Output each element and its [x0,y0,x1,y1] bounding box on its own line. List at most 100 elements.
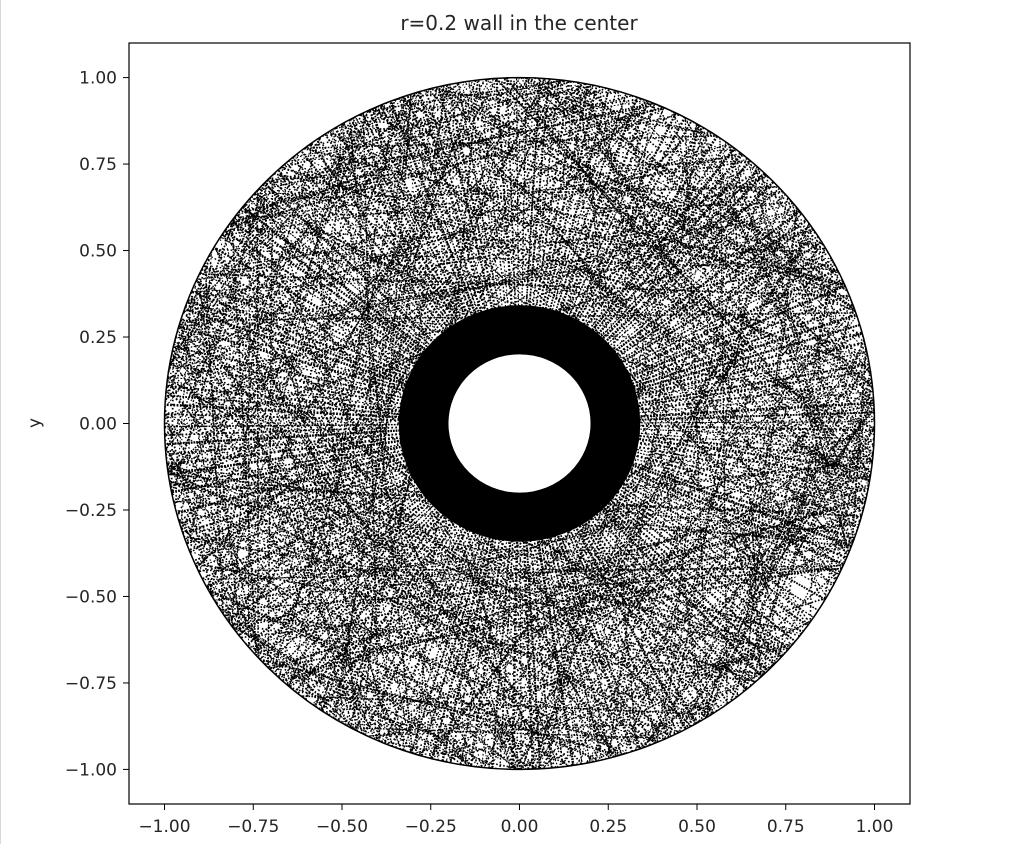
trajectory-dot-line [643,404,875,748]
trajectory-spoke [206,455,458,589]
trajectory-dot-line [171,102,388,356]
trajectory-spoke [279,474,473,680]
trajectory-dot-line [235,84,592,633]
trajectory-dot-line [178,143,729,326]
trajectory-dot-line [233,81,468,630]
trajectory-dot-line [234,216,358,732]
trajectory-dot-line [167,82,585,474]
y-axis-ticks: 1.00 0.75 0.50 0.25 0.00 −0.25 −0.50 −0.75 −1.00 [65,69,129,780]
trajectory-spoke [309,143,479,369]
trajectory-spoke [277,169,472,374]
trajectory-dot-line [396,98,791,201]
trajectory-dot-line [205,585,356,731]
trajectory-dot-line [440,85,838,580]
trajectory-dot-line [294,155,483,768]
y-tick-label: −0.50 [65,587,117,607]
trajectory-dot-line [245,643,476,768]
trajectory-dot-line [167,250,213,373]
trajectory-points [163,76,876,771]
y-tick-label: 0.75 [79,155,117,175]
outer-circle-layer [163,76,876,771]
trajectory-spoke [201,453,457,580]
trajectory-dot-line [231,219,667,740]
trajectory-dot-line [372,506,865,740]
trajectory-dot-line [224,230,517,770]
trajectory-dot-line [398,97,864,337]
trajectory-dot-line [207,257,480,768]
trajectory-spoke [578,460,819,612]
trajectory-dot-line [671,110,873,463]
trajectory-dot-line [702,307,855,720]
trajectory-dot-line [273,672,651,746]
trajectory-dot-line [503,77,873,388]
trajectory-dot-line [513,303,854,770]
trajectory-spoke [468,81,510,356]
trajectory-spoke [585,293,850,399]
trajectory-dot-line [699,339,865,722]
trajectory-dot-line [249,186,779,200]
trajectory-dot-line [243,205,347,726]
trajectory-dot-line [164,92,417,409]
trajectory-dot-line [164,414,756,683]
plot-area [128,42,911,805]
trajectory-spoke [555,126,704,365]
trajectory-dot-line [305,99,396,701]
trajectory-dot-line [756,166,874,460]
trajectory-dot-line [535,619,812,770]
trajectory-dot-line [366,79,565,113]
trajectory-dot-line [279,80,572,170]
trajectory-dot-line [228,101,650,623]
trajectory-dot-line [164,214,238,403]
trajectory-dot-line [524,77,875,408]
trajectory-dot-line [556,399,875,768]
trajectory-dot-line [746,157,855,540]
trajectory-dot-line [170,169,762,488]
window-edge [0,0,1,844]
trajectory-dot-line [199,273,850,298]
trajectory-dot-line [304,135,717,149]
trajectory-dot-line [188,549,628,754]
trajectory-dot-line [730,145,762,678]
y-tick-label: −0.25 [65,501,117,521]
trajectory-dot-line [576,81,856,311]
trajectory-dot-line [344,723,693,727]
trajectory-dot-line [428,88,714,135]
trajectory-dot-line [234,78,495,632]
trajectory-spoke [252,468,467,653]
trajectory-dot-line [218,606,427,758]
trajectory-dot-line [534,124,700,770]
trajectory-dot-line [187,190,783,301]
trajectory-dot-line [204,262,224,614]
trajectory-dot-line [190,251,213,554]
trajectory-dot-line [164,174,767,420]
trajectory-spoke [491,492,515,769]
trajectory-spoke [589,370,871,414]
trajectory-dot-line [164,165,757,417]
trajectory-dot-line [332,129,439,761]
trajectory-dot-line [230,220,258,656]
trajectory-dot-line [164,446,325,713]
trajectory-dot-line [193,284,382,743]
x-tick-label: −0.50 [316,817,368,837]
trajectory-spoke [560,142,729,368]
trajectory-spoke [571,469,783,658]
trajectory-dot-line [171,354,569,767]
trajectory-dot-line [166,464,698,724]
trajectory-dot-line [164,155,296,452]
trajectory-dot-line [677,399,875,734]
y-tick-label: −0.75 [65,674,117,694]
trajectory-dot-line [222,82,585,234]
trajectory-dot-line [362,112,380,742]
trajectory-dot-line [195,280,573,767]
trajectory-spoke [586,445,855,540]
trajectory-dot-line [444,643,793,763]
trajectory-dot-line [267,178,868,354]
trajectory-dot-line [166,463,757,683]
x-tick-label: 0.75 [767,817,805,837]
trajectory-dot-line [267,160,751,181]
trajectory-spoke [583,452,840,575]
trajectory-dot-line [645,100,866,344]
trajectory-spoke [238,465,464,636]
trajectory-spoke [590,421,875,424]
